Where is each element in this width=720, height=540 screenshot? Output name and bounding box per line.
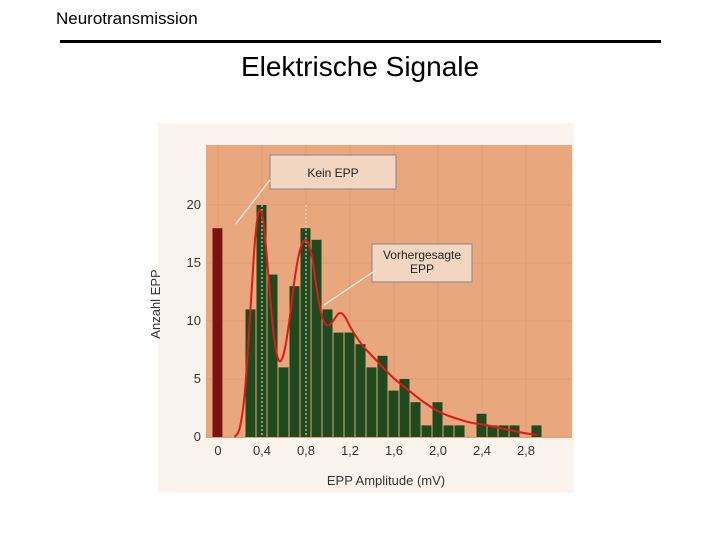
histogram-bar (421, 425, 432, 437)
callout-pointer-kein-epp (235, 179, 271, 225)
histogram-bar (267, 274, 278, 437)
x-axis-title: EPP Amplitude (mV) (327, 473, 445, 488)
x-tick-label: 1,2 (341, 443, 359, 458)
axes: 0 5 10 15 20 0 0,4 0,8 1,2 1,6 2,0 2,4 2,8 (187, 197, 536, 458)
histogram-bars (212, 205, 542, 437)
x-tick-label: 0,4 (253, 443, 271, 458)
x-tick-label: 2,0 (429, 443, 447, 458)
histogram-bar (344, 332, 355, 437)
histogram-bar (333, 332, 344, 437)
callout-pointer-vorhergesagte-epp (323, 269, 377, 306)
histogram-bar (498, 425, 509, 437)
x-tick-label: 2,8 (517, 443, 535, 458)
callout-text-kein-epp: Kein EPP (307, 166, 358, 180)
histogram-bar (366, 367, 377, 437)
y-tick-label: 10 (187, 313, 201, 328)
histogram-bar (212, 228, 223, 437)
histogram-bar (388, 390, 399, 437)
histogram-bar (377, 355, 388, 437)
header-divider (60, 40, 661, 43)
histogram-bar (355, 344, 366, 437)
histogram-bar (399, 379, 410, 437)
callout-box-kein-epp (269, 154, 397, 190)
histogram-bar (289, 286, 300, 437)
slide-title: Elektrische Signale (240, 51, 480, 82)
histogram-bar (278, 367, 289, 437)
histogram-bar (410, 402, 421, 437)
section-label: Neurotransmission (56, 9, 198, 28)
histogram-bar (300, 228, 311, 437)
x-tick-label: 0 (214, 443, 221, 458)
histogram-bar (531, 425, 542, 437)
callout-box-vorhergesagte-epp (371, 243, 473, 283)
x-tick-label: 2,4 (473, 443, 491, 458)
x-tick-label: 1,6 (385, 443, 403, 458)
histogram-bar (443, 425, 454, 437)
histogram-bar (432, 402, 443, 437)
histogram-bar (322, 309, 333, 437)
y-tick-label: 15 (187, 255, 201, 270)
plot-background (206, 145, 572, 438)
x-tick-label: 0,8 (297, 443, 315, 458)
callout-text-vorhergesagte-epp: EPP (410, 262, 434, 276)
callout-text-vorhergesagte-epp: Vorhergesagte (383, 248, 461, 262)
y-tick-label: 0 (194, 429, 201, 444)
predicted-curve (233, 208, 538, 438)
y-axis-title: Anzahl EPP (148, 269, 163, 338)
histogram-bar (245, 309, 256, 437)
histogram-bar (487, 425, 498, 437)
y-tick-label: 20 (187, 197, 201, 212)
histogram-bar (311, 239, 322, 437)
histogram-bar (454, 425, 465, 437)
histogram-bar (476, 413, 487, 437)
y-tick-label: 5 (194, 371, 201, 386)
